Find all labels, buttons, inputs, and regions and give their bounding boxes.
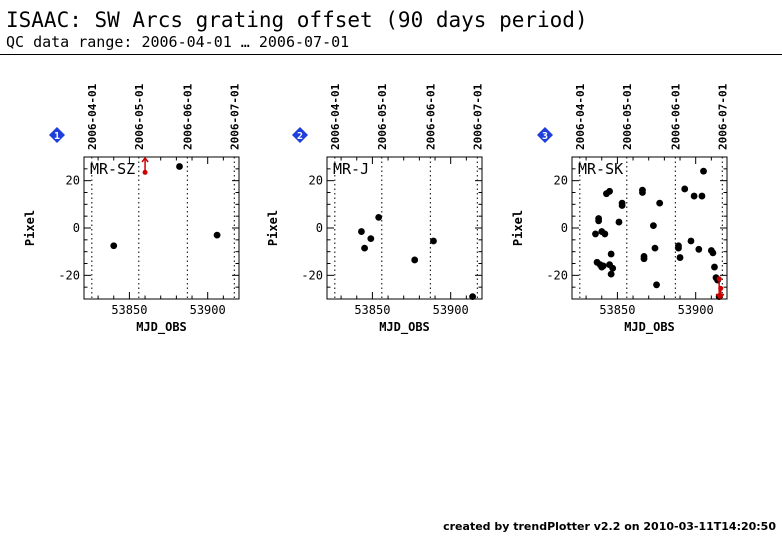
date-tick-label: 2006-06-01 [424, 83, 437, 150]
data-point [607, 270, 615, 278]
panel-series-label: MR-SK [578, 160, 623, 178]
x-tick-label: 53900 [678, 303, 714, 317]
panel-1: 2006-04-01 2006-05-01 2006-06-01 2006-07-01… [23, 83, 241, 335]
outlier-arrow-head [141, 156, 149, 163]
outlier-point [142, 169, 148, 175]
charts-canvas: 2006-04-01 2006-05-01 2006-06-01 2006-07-01… [23, 83, 729, 335]
page-title: ISAAC: SW Arcs grating offset (90 days p… [6, 8, 588, 32]
data-point [358, 228, 365, 235]
data-point [469, 293, 477, 301]
date-tick-label: 2006-05-01 [621, 83, 634, 150]
y-axis-label: Pixel [23, 210, 37, 246]
x-axis-label: MJD_OBS [136, 320, 187, 335]
plot-frame [326, 156, 483, 300]
footer-credit: created by trendPlotter v2.2 on 2010-03-… [443, 520, 776, 533]
x-tick-label: 53900 [190, 303, 226, 317]
data-point [695, 245, 703, 253]
page-subtitle: QC data range: 2006-04-01 … 2006-07-01 [6, 33, 350, 51]
data-point [711, 263, 718, 271]
y-tick-label: 0 [73, 221, 80, 235]
data-point [367, 235, 375, 243]
data-point [676, 254, 684, 261]
x-axis-label: MJD_OBS [624, 320, 675, 335]
data-point [592, 230, 599, 238]
data-point [640, 255, 648, 263]
date-tick-label: 2006-06-01 [669, 83, 682, 150]
data-point [639, 189, 646, 196]
data-point [675, 244, 682, 252]
y-tick-label: -20 [58, 268, 80, 282]
data-point [607, 250, 615, 258]
data-point [595, 217, 603, 225]
data-point [609, 264, 617, 272]
data-point [110, 242, 118, 250]
data-point [690, 192, 698, 200]
y-tick-label: -20 [301, 268, 323, 282]
plot-frame [571, 156, 728, 300]
panel-badge-icon [49, 127, 65, 143]
date-tick-label: 2006-07-01 [716, 83, 729, 150]
data-point [681, 185, 689, 193]
panel-badge-number: 3 [542, 131, 548, 142]
data-point [361, 244, 368, 252]
date-tick-label: 2006-05-01 [133, 83, 146, 150]
date-tick-label: 2006-07-01 [471, 83, 484, 150]
data-point [656, 199, 664, 207]
header-divider [0, 54, 782, 55]
data-point [650, 222, 657, 230]
data-point [176, 163, 183, 170]
date-tick-label: 2006-04-01 [86, 83, 99, 150]
data-point [411, 256, 419, 264]
data-point [599, 262, 607, 270]
panel-2: 2006-04-01 2006-05-01 2006-06-01 2006-07-01… [266, 83, 484, 335]
outlier-point [716, 276, 722, 282]
x-tick-label: 53850 [354, 303, 390, 317]
x-tick-label: 53850 [599, 303, 635, 317]
panel-3: 2006-04-01 2006-05-01 2006-06-01 2006-07-01… [511, 83, 729, 335]
panel-series-label: MR-SZ [90, 160, 135, 178]
data-point [700, 167, 707, 175]
panel-badge-icon [292, 127, 308, 143]
data-point [606, 187, 613, 195]
x-axis-label: MJD_OBS [379, 320, 430, 335]
y-axis-label: Pixel [511, 210, 525, 246]
date-tick-label: 2006-05-01 [376, 83, 389, 150]
panel-series-label: MR-J [333, 160, 369, 178]
y-axis-label: Pixel [266, 210, 280, 246]
panel-badge-icon [537, 127, 553, 143]
data-point [213, 231, 221, 239]
date-tick-label: 2006-06-01 [181, 83, 194, 150]
panel-badge-number: 2 [297, 131, 303, 142]
y-tick-label: 0 [561, 221, 568, 235]
data-point [430, 237, 437, 245]
date-tick-label: 2006-04-01 [574, 83, 587, 150]
y-tick-label: 20 [554, 174, 568, 188]
y-tick-label: 0 [316, 221, 323, 235]
panel-badge-number: 1 [54, 131, 60, 142]
outlier-point [718, 285, 724, 291]
data-point [618, 202, 626, 209]
outlier-arrow-head [717, 293, 725, 300]
x-tick-label: 53900 [433, 303, 469, 317]
data-point [709, 249, 717, 257]
y-tick-label: 20 [309, 174, 323, 188]
data-point [615, 218, 623, 226]
data-point [601, 230, 609, 238]
data-point [687, 237, 695, 245]
data-point [651, 244, 659, 252]
data-point [653, 281, 660, 289]
y-tick-label: -20 [546, 268, 568, 282]
data-point [375, 213, 383, 221]
y-tick-label: 20 [66, 174, 80, 188]
data-point [698, 192, 706, 200]
plot-frame [83, 156, 240, 300]
date-tick-label: 2006-04-01 [329, 83, 342, 150]
date-tick-label: 2006-07-01 [228, 83, 241, 150]
x-tick-label: 53850 [111, 303, 147, 317]
